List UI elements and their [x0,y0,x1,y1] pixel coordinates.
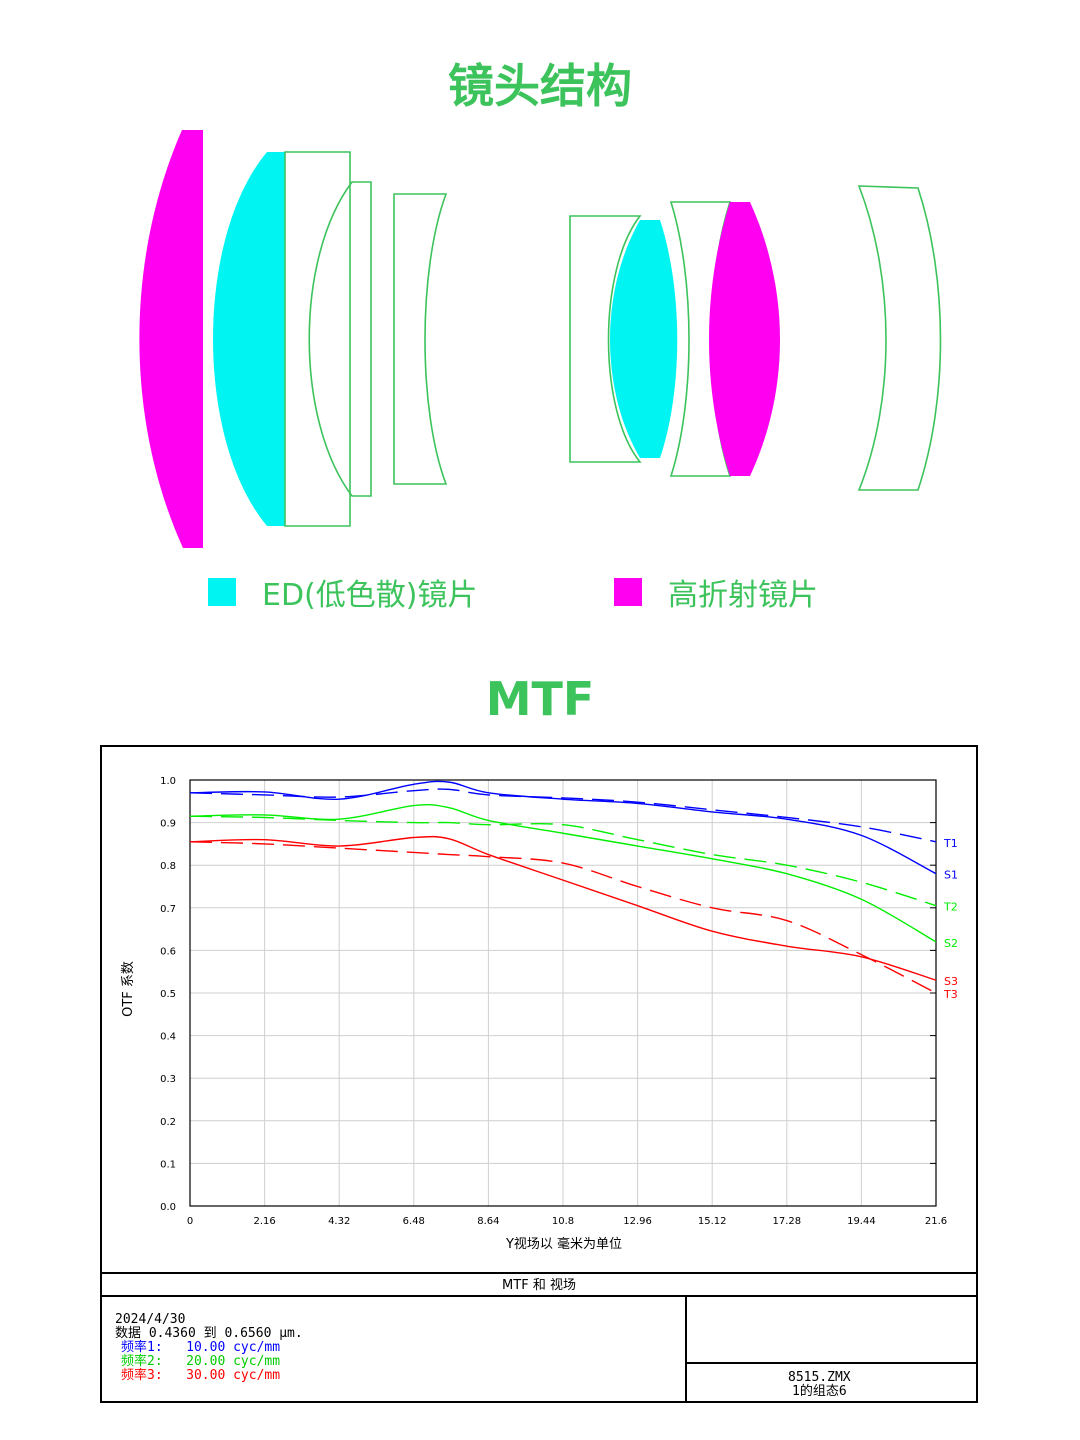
x-tick-label: 15.12 [698,1216,727,1227]
legend-ed: ED(低色散)镜片 [208,572,478,613]
chart-title: MTF 和 视场 [502,1278,576,1293]
legend-high-index-swatch [614,578,642,606]
y-tick-label: 0.2 [160,1117,176,1128]
x-tick-label: 17.28 [772,1216,801,1227]
plot-area-border [189,779,937,1207]
info-freq-2-label: 频率2: [121,1354,163,1369]
x-tick-label: 19.44 [847,1216,876,1227]
info-freq-1-value: 10.00 cyc/mm [186,1340,281,1355]
lens-element-2-ed [213,152,285,526]
y-tick-label: 0.0 [160,1202,176,1213]
mtf-chart: 0 2.16 4.32 6.48 8.64 10.8 12.96 15.12 17.28 19.4… [102,776,976,1401]
legend-high-index-label: 高折射镜片 [668,578,818,613]
x-axis-label: Y视场以 毫米为单位 [505,1236,622,1252]
info-freq-3-value: 30.00 cyc/mm [186,1368,281,1383]
legend-high-index: 高折射镜片 [614,572,818,613]
mtf-chart-frame: 0 2.16 4.32 6.48 8.64 10.8 12.96 15.12 17.28 19.4… [100,745,978,1403]
x-tick-label: 10.8 [552,1216,574,1227]
info-freq-2-value: 20.00 cyc/mm [186,1354,281,1369]
info-config: 1的组态6 [792,1384,847,1399]
series-label-s2: S2 [944,937,958,950]
x-tick-label: 4.32 [328,1216,350,1227]
lens-element-3 [284,151,351,527]
legend-ed-label: ED(低色散)镜片 [262,578,478,613]
info-freq-3: 频率3: 30.00 cyc/mm [121,1369,280,1382]
legend-ed-swatch [208,578,236,606]
info-date: 2024/4/30 [115,1312,186,1327]
series-line-s3 [189,835,937,981]
y-axis-label: OTF 系数 [121,961,136,1017]
x-tick-label: 2.16 [253,1216,275,1227]
lens-structure-title: 镜头结构 [448,59,632,113]
lens-structure-diagram [139,130,942,548]
lens-element-5 [393,193,448,485]
y-tick-label: 0.5 [160,989,176,1000]
y-tick-label: 0.9 [160,819,176,830]
mtf-title: MTF [485,672,595,726]
x-tick-label: 8.64 [477,1216,499,1227]
x-tick-label: 0 [187,1216,193,1227]
y-tick-label: 0.3 [160,1074,176,1085]
info-file: 8515.ZMX [788,1370,851,1385]
y-tick-label: 0.8 [160,861,176,872]
series-label-s1: S1 [944,869,958,882]
y-tick-label: 0.7 [160,904,176,915]
lens-element-6 [569,215,642,463]
series-label-t3: T3 [943,988,958,1001]
y-tick-label: 0.6 [160,946,176,957]
y-tick-label: 1.0 [160,776,176,787]
lens-element-1-high-index [139,130,203,548]
series-line-t2 [189,815,937,907]
lens-element-7-ed [610,220,678,458]
info-freq-3-label: 频率3: [121,1368,163,1383]
series-label-s3: S3 [944,975,958,988]
lens-element-4 [308,181,372,497]
lens-element-10 [857,185,942,491]
info-freq-2: 频率2: 20.00 cyc/mm [121,1355,280,1368]
x-tick-label: 12.96 [623,1216,652,1227]
x-tick-label: 6.48 [403,1216,425,1227]
info-freq-1-label: 频率1: [121,1340,163,1355]
info-freq-1: 频率1: 10.00 cyc/mm [121,1341,280,1354]
series-line-s2 [189,804,937,943]
x-tick-label: 21.6 [925,1216,947,1227]
info-data-range: 数据 0.4360 到 0.6560 μm. [115,1326,303,1341]
y-tick-label: 0.4 [160,1032,176,1043]
y-tick-label: 0.1 [160,1159,176,1170]
series-label-t2: T2 [943,901,958,914]
series-label-t1: T1 [943,837,958,850]
series-line-t3 [189,841,937,994]
lens-element-9-high-index [709,202,780,476]
series-line-s1 [189,780,937,875]
